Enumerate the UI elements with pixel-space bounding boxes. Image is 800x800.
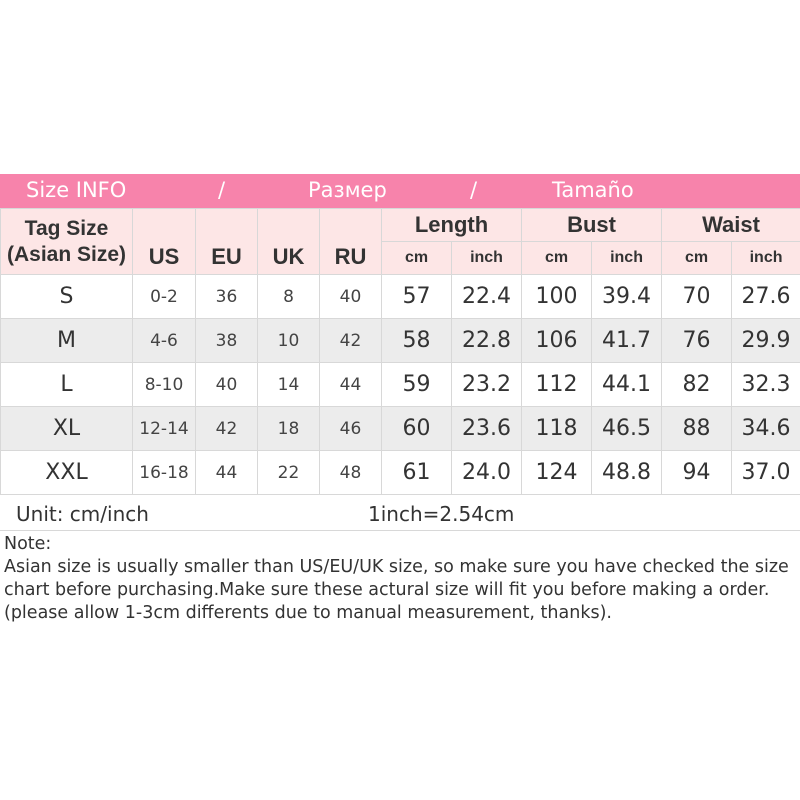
table-cell: 40	[195, 362, 258, 407]
table-row: XL 12-14 42 18 46 60 23.6 118 46.5 88 34.6	[0, 406, 800, 451]
title-banner: Size INFO / Размер / Tamaño	[0, 174, 800, 208]
table-cell: 18	[257, 406, 320, 451]
table-cell: 70	[661, 274, 733, 319]
table-cell: 10	[257, 318, 320, 363]
header-ru: RU	[319, 208, 382, 275]
table-cell: 41.7	[591, 318, 663, 363]
table-cell: 4-6	[132, 318, 196, 363]
table-cell: 36	[195, 274, 258, 319]
table-cell: 44.1	[591, 362, 663, 407]
table-cell: M	[0, 318, 133, 363]
header-bust: Bust	[521, 208, 663, 242]
table-cell: 46	[319, 406, 382, 451]
table-cell: 14	[257, 362, 320, 407]
table-cell: 61	[381, 450, 452, 495]
header-cm: cm	[381, 241, 452, 275]
table-cell: 58	[381, 318, 452, 363]
banner-sep: /	[470, 178, 478, 202]
banner-es: Tamaño	[552, 178, 634, 202]
header-uk: UK	[257, 208, 320, 275]
table-cell: 39.4	[591, 274, 663, 319]
header-cm: cm	[661, 241, 733, 275]
table-cell: 59	[381, 362, 452, 407]
header-tag-size: Tag Size (Asian Size)	[0, 208, 133, 275]
table-cell: 22.4	[450, 274, 523, 319]
table-row: S 0-2 36 8 40 57 22.4 100 39.4 70 27.6	[0, 274, 800, 319]
table-cell: 42	[195, 406, 258, 451]
table-row: L 8-10 40 14 44 59 23.2 112 44.1 82 32.3	[0, 362, 800, 407]
unit-row: Unit: cm/inch 1inch=2.54cm	[0, 497, 800, 531]
header-waist: Waist	[661, 208, 800, 242]
table-cell: 57	[381, 274, 452, 319]
table-cell: 42	[319, 318, 382, 363]
table-cell: 46.5	[591, 406, 663, 451]
table-cell: 16-18	[132, 450, 196, 495]
header-eu: EU	[195, 208, 258, 275]
unit-conversion: 1inch=2.54cm	[368, 502, 515, 526]
header-us: US	[132, 208, 196, 275]
table-cell: 44	[195, 450, 258, 495]
table-cell: 34.6	[731, 406, 800, 451]
table-cell: 88	[661, 406, 733, 451]
table-cell: 23.6	[450, 406, 523, 451]
table-row: M 4-6 38 10 42 58 22.8 106 41.7 76 29.9	[0, 318, 800, 363]
table-cell: 22	[257, 450, 320, 495]
table-cell: 112	[521, 362, 593, 407]
table-cell: 48.8	[591, 450, 663, 495]
table-cell: XXL	[0, 450, 133, 495]
notes-text: Asian size is usually smaller than US/EU…	[4, 557, 789, 623]
table-cell: 8-10	[132, 362, 196, 407]
header-inch: inch	[450, 241, 523, 275]
table-cell: 94	[661, 450, 733, 495]
table-cell: 76	[661, 318, 733, 363]
table-cell: 37.0	[731, 450, 800, 495]
table-cell: 82	[661, 362, 733, 407]
table-cell: 12-14	[132, 406, 196, 451]
header-cm: cm	[521, 241, 593, 275]
table-cell: 32.3	[731, 362, 800, 407]
header-inch: inch	[591, 241, 663, 275]
table-cell: S	[0, 274, 133, 319]
header-inch: inch	[731, 241, 800, 275]
table-cell: 27.6	[731, 274, 800, 319]
table-cell: L	[0, 362, 133, 407]
table-cell: 24.0	[450, 450, 523, 495]
table-cell: 8	[257, 274, 320, 319]
unit-label: Unit: cm/inch	[16, 502, 149, 526]
table-cell: 48	[319, 450, 382, 495]
notes: Note: Asian size is usually smaller than…	[4, 533, 800, 625]
table-cell: 100	[521, 274, 593, 319]
table-cell: 118	[521, 406, 593, 451]
table-cell: 38	[195, 318, 258, 363]
size-table: Tag Size (Asian Size) US EU UK RU Length …	[0, 208, 800, 495]
table-cell: 0-2	[132, 274, 196, 319]
banner-ru: Размер	[308, 178, 387, 202]
table-row: XXL 16-18 44 22 48 61 24.0 124 48.8 94 37.0	[0, 450, 800, 495]
banner-en: Size INFO	[26, 178, 127, 202]
table-cell: 124	[521, 450, 593, 495]
table-cell: 22.8	[450, 318, 523, 363]
table-cell: 106	[521, 318, 593, 363]
table-cell: 23.2	[450, 362, 523, 407]
table-cell: 40	[319, 274, 382, 319]
table-cell: XL	[0, 406, 133, 451]
table-cell: 29.9	[731, 318, 800, 363]
table-cell: 44	[319, 362, 382, 407]
header-length: Length	[380, 208, 523, 242]
banner-sep: /	[218, 178, 226, 202]
table-cell: 60	[381, 406, 452, 451]
notes-title: Note:	[4, 534, 52, 554]
